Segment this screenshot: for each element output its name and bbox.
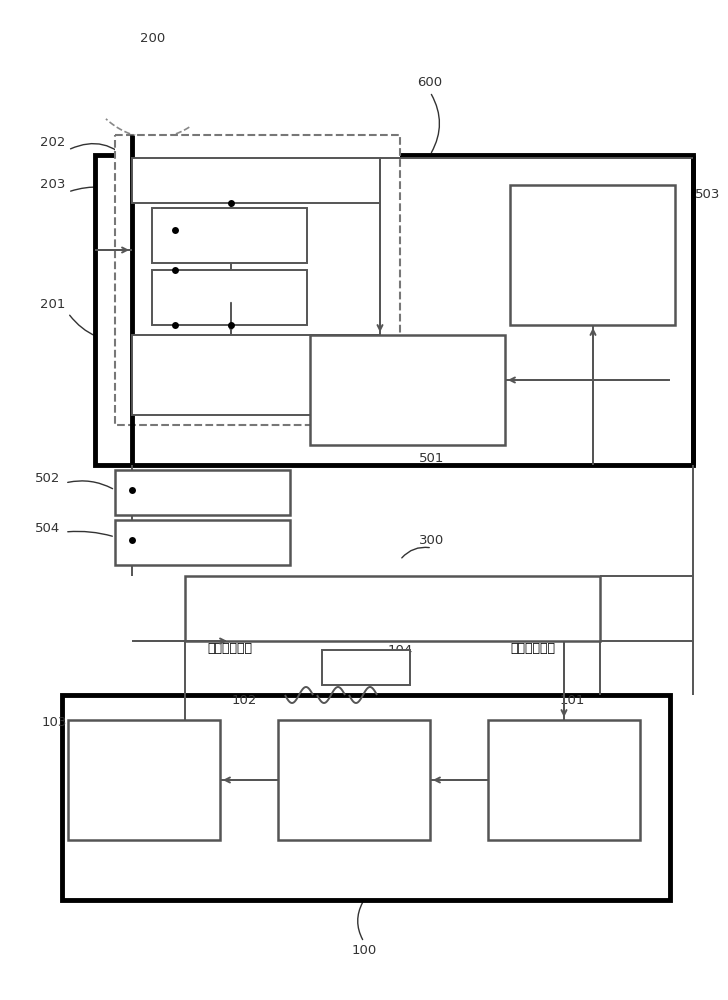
Text: （低温液体）: （低温液体）: [510, 598, 555, 611]
Text: 201: 201: [40, 298, 66, 312]
Bar: [185, 576, 600, 641]
Text: 202: 202: [40, 136, 66, 149]
Bar: [152, 208, 307, 263]
Bar: [488, 720, 640, 840]
Bar: [322, 650, 410, 685]
Bar: [278, 720, 430, 840]
Text: 102: 102: [232, 694, 257, 706]
Text: 502: 502: [35, 472, 60, 485]
Bar: [310, 335, 505, 445]
Text: 104: 104: [387, 644, 413, 656]
Bar: [115, 135, 400, 425]
Bar: [132, 335, 380, 415]
Text: 103: 103: [42, 716, 68, 728]
Text: 600: 600: [417, 76, 443, 89]
Text: 101: 101: [559, 694, 585, 706]
Bar: [132, 158, 380, 203]
Text: （高温液体）: （高温液体）: [235, 598, 280, 611]
Text: （低温冷媒）: （低温冷媒）: [207, 642, 253, 654]
Bar: [510, 185, 675, 325]
Text: 504: 504: [35, 522, 60, 534]
Text: 300: 300: [419, 534, 445, 546]
Text: （高温冷媒）: （高温冷媒）: [510, 642, 555, 654]
Bar: [152, 270, 307, 325]
Text: 503: 503: [695, 188, 721, 202]
Bar: [115, 520, 290, 565]
Bar: [115, 470, 290, 515]
Text: 203: 203: [40, 178, 66, 192]
Text: 200: 200: [141, 31, 166, 44]
Bar: [62, 695, 670, 900]
Text: 100: 100: [352, 944, 376, 956]
Text: 501: 501: [419, 452, 445, 464]
Bar: [95, 155, 693, 465]
Bar: [68, 720, 220, 840]
